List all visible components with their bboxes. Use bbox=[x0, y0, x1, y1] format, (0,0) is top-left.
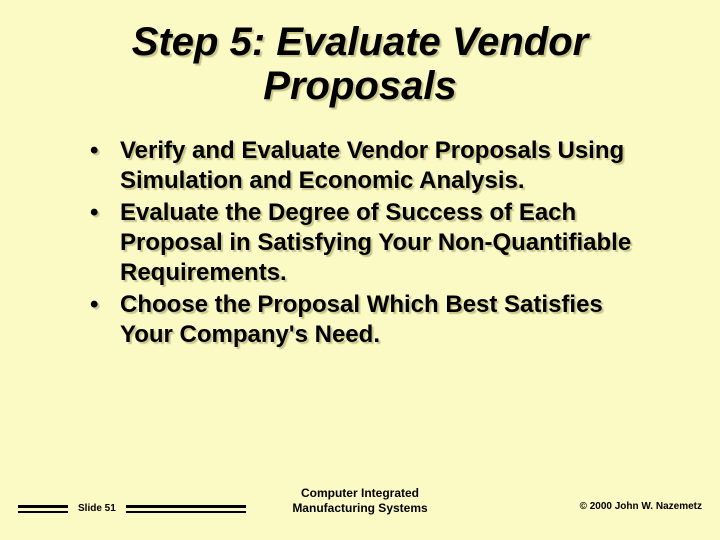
decorative-bars-right bbox=[126, 505, 246, 513]
slide: Step 5: Evaluate Vendor Proposals Verify… bbox=[0, 0, 720, 540]
decorative-bar bbox=[126, 511, 246, 513]
footer-center: Computer Integrated Manufacturing System… bbox=[292, 486, 427, 516]
slide-title: Step 5: Evaluate Vendor Proposals bbox=[70, 20, 650, 108]
decorative-bar bbox=[18, 505, 68, 508]
decorative-bar bbox=[126, 505, 246, 508]
footer-copyright: © 2000 John W. Nazemetz bbox=[580, 501, 702, 512]
bullet-item: Evaluate the Degree of Success of Each P… bbox=[90, 198, 660, 288]
decorative-bars-left bbox=[18, 505, 68, 513]
bullet-item: Choose the Proposal Which Best Satisfies… bbox=[90, 290, 660, 350]
decorative-bar bbox=[18, 511, 68, 513]
footer-center-line2: Manufacturing Systems bbox=[292, 501, 427, 516]
bullet-item: Verify and Evaluate Vendor Proposals Usi… bbox=[90, 136, 660, 196]
slide-number: Slide 51 bbox=[78, 503, 116, 514]
footer-left: Slide 51 bbox=[18, 503, 246, 514]
footer-center-line1: Computer Integrated bbox=[292, 486, 427, 501]
bullet-list: Verify and Evaluate Vendor Proposals Usi… bbox=[40, 136, 680, 350]
slide-footer: Slide 51 Computer Integrated Manufacturi… bbox=[0, 476, 720, 516]
